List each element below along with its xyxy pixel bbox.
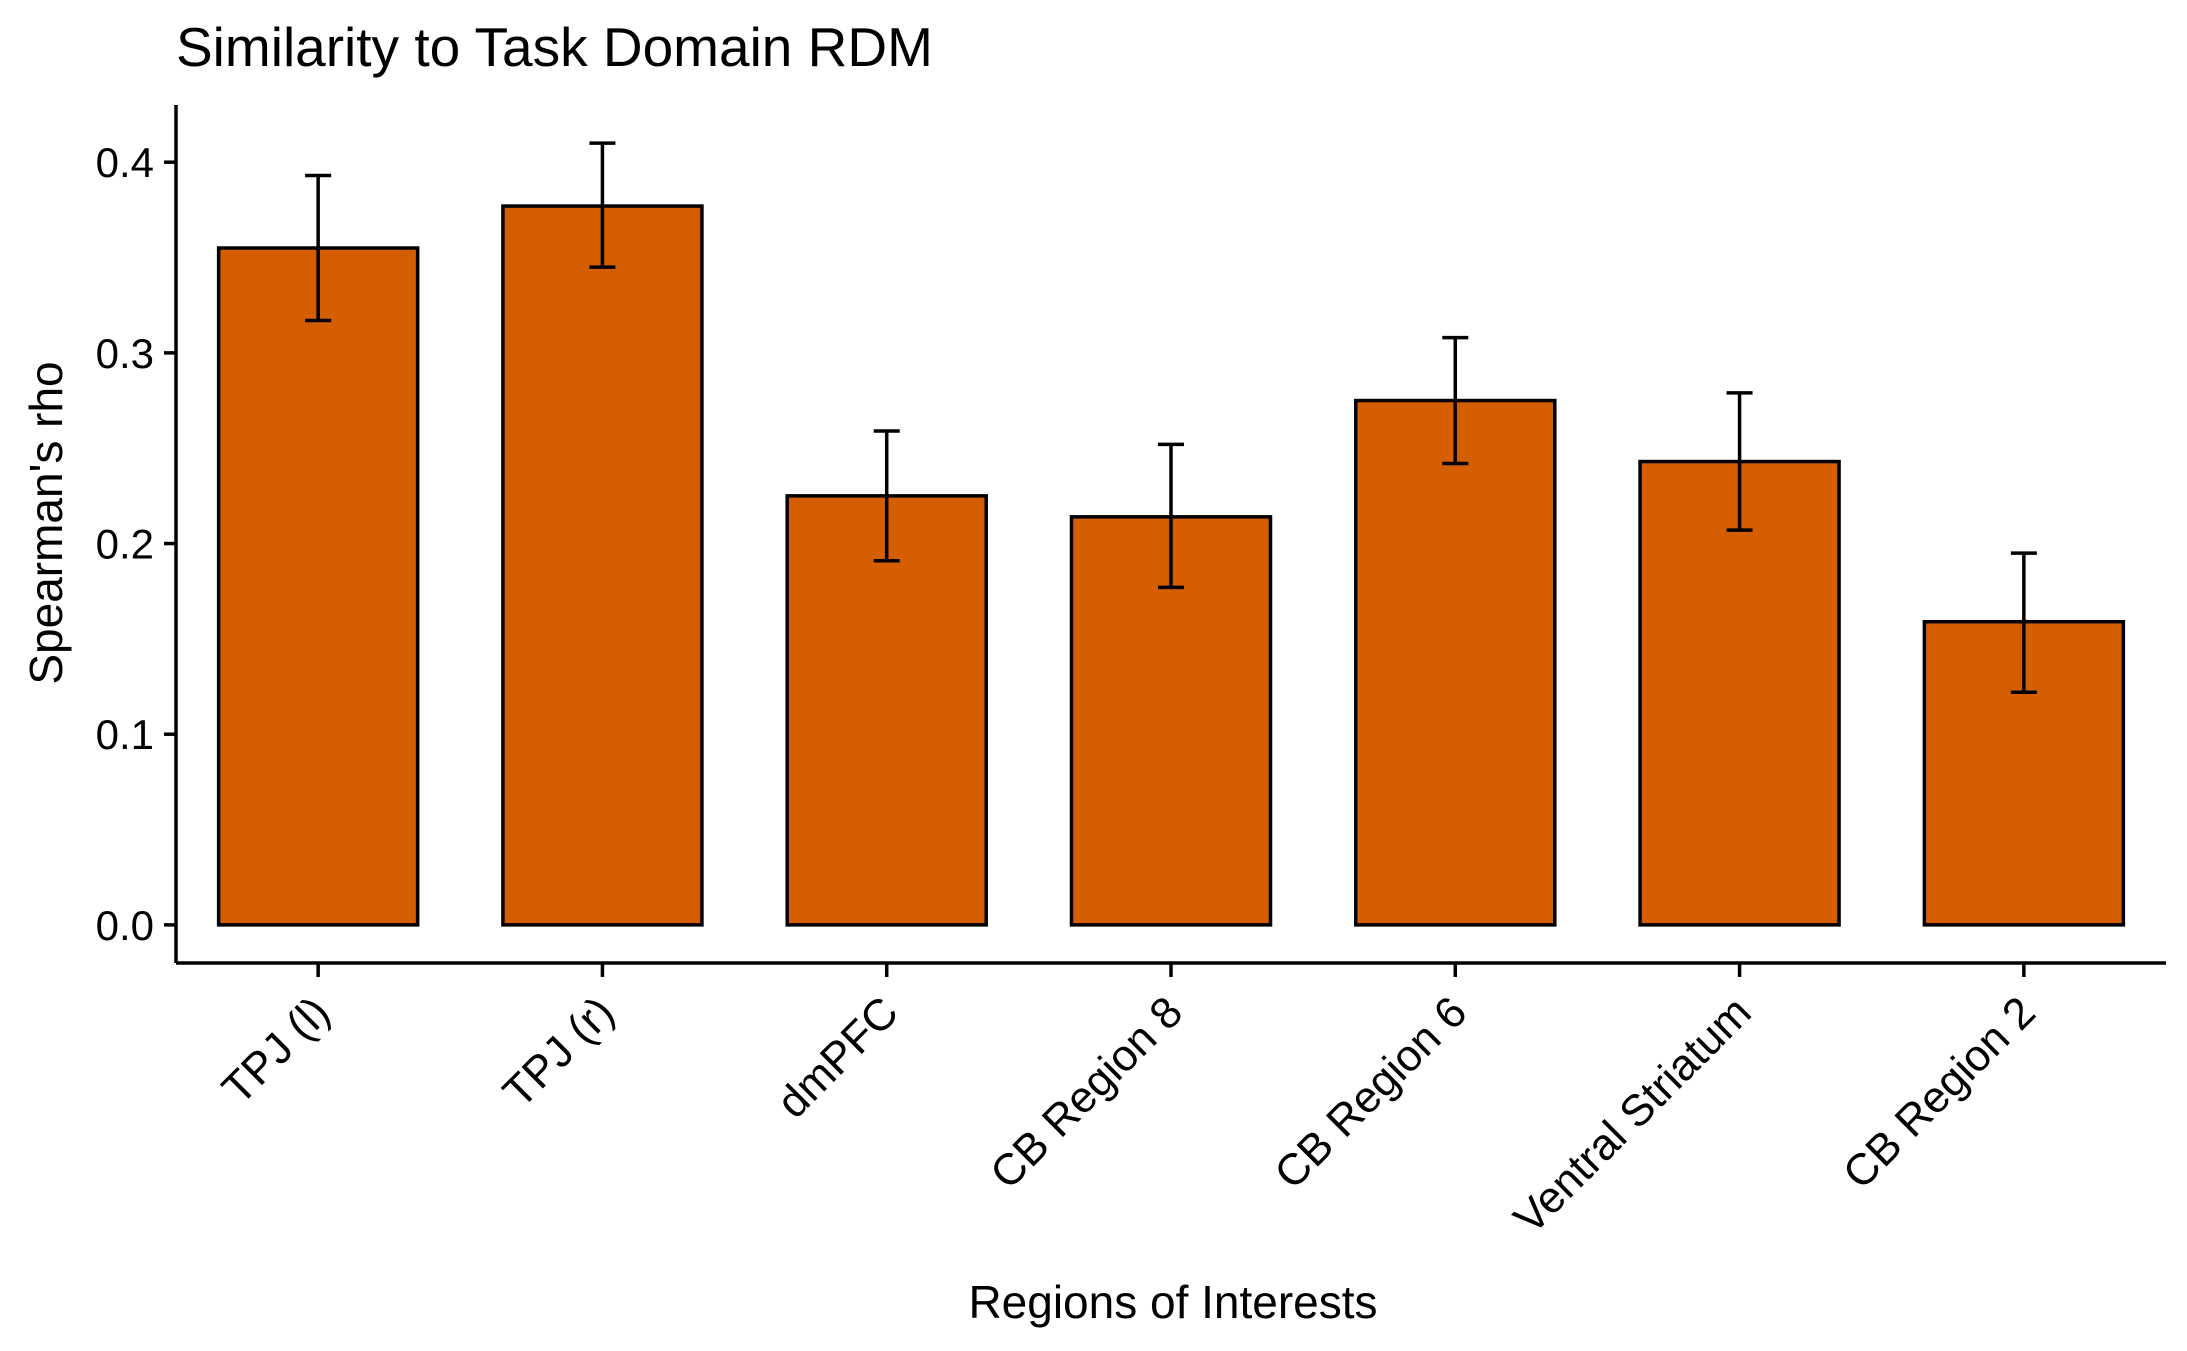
x-tick-label: CB Region 6 xyxy=(1265,987,1476,1198)
y-tick-label: 0.1 xyxy=(96,711,154,758)
y-axis-ticks: 0.0 0.1 0.2 0.3 0.4 xyxy=(96,139,176,949)
x-axis-ticks: TPJ (l) TPJ (r) dmPFC CB Region 8 CB Region … xyxy=(213,963,2045,1243)
x-tick-label: Ventral Striatum xyxy=(1505,987,1761,1243)
x-tick-label: TPJ (l) xyxy=(213,987,339,1113)
y-tick-label: 0.0 xyxy=(96,902,154,949)
bar xyxy=(216,246,420,927)
y-axis-label: Spearman's rho xyxy=(20,361,72,684)
error-bars xyxy=(305,141,2037,695)
x-tick-label: CB Region 8 xyxy=(981,987,1192,1198)
x-tick-label: CB Region 2 xyxy=(1834,987,2045,1198)
x-tick-label: dmPFC xyxy=(768,987,908,1127)
bar xyxy=(501,204,704,927)
y-tick-label: 0.3 xyxy=(96,330,154,377)
x-tick-label: TPJ (r) xyxy=(494,987,624,1117)
x-axis-label: Regions of Interests xyxy=(968,1276,1377,1328)
y-tick-label: 0.2 xyxy=(96,521,154,568)
y-tick-label: 0.4 xyxy=(96,139,154,186)
chart-title: Similarity to Task Domain RDM xyxy=(176,16,933,78)
bar xyxy=(1354,398,1557,927)
bars xyxy=(216,204,2126,927)
